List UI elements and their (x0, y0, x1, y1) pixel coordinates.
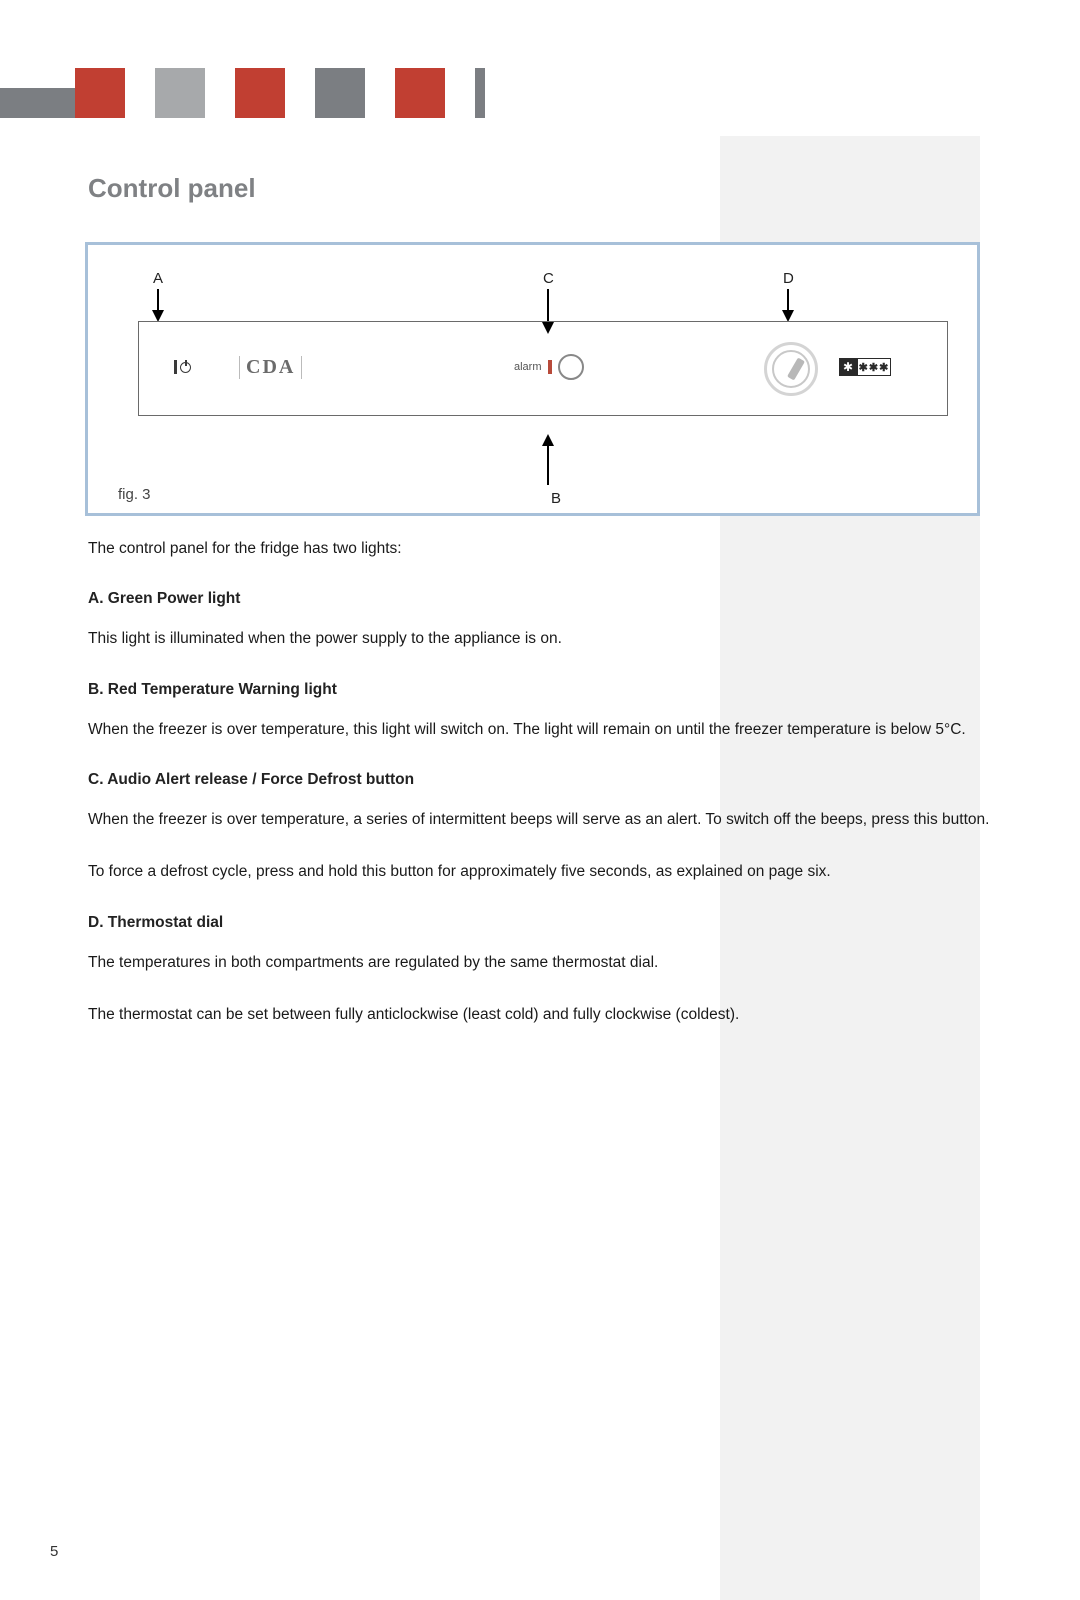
alarm-button-group: alarm (514, 354, 584, 380)
figure-3: A C D B CDA alarm ✱ ✱✱✱ (85, 242, 980, 516)
figure-caption: fig. 3 (118, 486, 947, 503)
thermostat-dial-icon (764, 342, 818, 396)
label-b: B (551, 490, 561, 507)
section-b-head: B. Red Temperature Warning light (88, 681, 992, 699)
alert-button-icon (558, 354, 584, 380)
intro-text: The control panel for the fridge has two… (88, 536, 1038, 562)
section-d-head: D. Thermostat dial (88, 914, 992, 932)
section-c-body1: When the freezer is over temperature, a … (88, 807, 1038, 833)
power-light-icon (174, 360, 191, 374)
section-a-head: A. Green Power light (88, 590, 992, 608)
section-c-head: C. Audio Alert release / Force Defrost b… (88, 771, 992, 789)
section-d-body1: The temperatures in both compartments ar… (88, 950, 1038, 976)
section-d-body2: The thermostat can be set between fully … (88, 1002, 1038, 1028)
freezer-rating-icon: ✱ ✱✱✱ (839, 358, 891, 376)
section-a-body: This light is illuminated when the power… (88, 626, 1038, 652)
brand-logo: CDA (239, 356, 302, 379)
page-title: Control panel (88, 173, 992, 204)
warning-light-icon (548, 360, 552, 374)
label-d: D (783, 270, 794, 287)
alarm-label: alarm (514, 361, 542, 373)
header-color-bars (0, 68, 1080, 118)
control-panel-diagram: CDA alarm ✱ ✱✱✱ (138, 321, 948, 416)
section-c-body2: To force a defrost cycle, press and hold… (88, 859, 1038, 885)
label-a: A (153, 270, 163, 287)
label-c: C (543, 270, 554, 287)
page-number: 5 (50, 1543, 58, 1560)
section-b-body: When the freezer is over temperature, th… (88, 717, 1038, 743)
